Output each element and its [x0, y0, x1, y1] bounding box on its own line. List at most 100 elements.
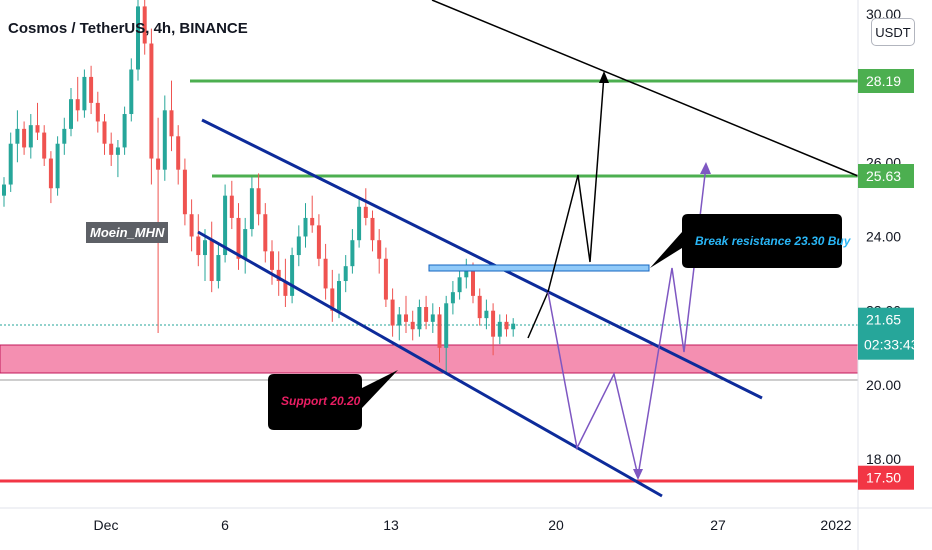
candle-body	[35, 125, 40, 133]
candle-body	[15, 128, 20, 144]
candle-body	[142, 6, 147, 44]
candle-body	[249, 188, 254, 230]
candle-body	[457, 277, 462, 293]
candle-body	[424, 306, 429, 322]
candle-body	[42, 132, 47, 159]
x-tick-label: 13	[383, 517, 399, 533]
candle-body	[270, 251, 274, 270]
candle-body	[303, 217, 308, 237]
candle-body	[337, 281, 341, 311]
x-axis-ticks: Dec 6 13 20 27 2022	[94, 517, 852, 533]
candle-body	[216, 255, 221, 282]
candle-body	[62, 128, 67, 144]
candle-body	[383, 258, 388, 300]
candle-body	[437, 314, 442, 348]
candles-group	[2, 0, 516, 374]
candle-body	[176, 136, 181, 170]
candle-body	[323, 258, 328, 289]
candle-body	[82, 76, 87, 111]
candle-body	[390, 299, 395, 326]
chart-title: Cosmos / TetherUS, 4h, BINANCE	[8, 20, 248, 37]
candle-body	[444, 303, 449, 348]
candle-body	[203, 240, 207, 256]
projection-black-arrowhead	[599, 71, 609, 83]
candle-body	[377, 240, 382, 259]
candle-body	[129, 69, 134, 115]
support-callout-text: Support 20.20	[281, 394, 361, 408]
candle-body	[115, 147, 120, 155]
candle-body	[229, 195, 234, 218]
candle-body	[283, 281, 288, 296]
candle-body	[69, 99, 73, 129]
x-tick-label: 6	[221, 517, 229, 533]
candle-body	[290, 255, 295, 296]
support-zone	[0, 344, 859, 374]
resistance-box[interactable]	[428, 264, 650, 272]
currency-button[interactable]: USDT	[871, 18, 915, 46]
candle-body	[156, 158, 161, 170]
x-tick-label: 2022	[820, 517, 851, 533]
candle-body	[464, 266, 469, 278]
level-25-63-tag	[858, 164, 914, 188]
resistance-callout-text: Break resistance 23.30 Buy	[695, 234, 852, 248]
candle-body	[511, 323, 516, 330]
y-tick-label: 20.00	[866, 377, 901, 393]
level-17-50-value: 17.50	[866, 470, 901, 486]
candle-body	[484, 310, 489, 319]
candle-body	[223, 195, 228, 256]
candle-body	[28, 125, 33, 148]
level-25-63-value: 25.63	[866, 168, 901, 184]
candle-body	[491, 310, 496, 337]
support-callout-bubble	[268, 370, 398, 430]
candle-body	[48, 158, 53, 189]
candle-body	[256, 188, 261, 215]
candle-body	[209, 240, 214, 282]
last-price-tag	[858, 307, 914, 360]
candle-body	[162, 110, 167, 170]
candle-body	[102, 121, 107, 144]
candle-body	[182, 169, 187, 215]
candle-body	[296, 236, 301, 256]
candle-body	[276, 269, 281, 282]
candle-body	[471, 266, 475, 296]
candle-body	[350, 240, 355, 267]
candle-body	[136, 6, 140, 70]
candle-body	[363, 206, 368, 218]
candle-body	[8, 143, 13, 185]
projection-purple-path	[547, 165, 707, 477]
candle-body	[75, 99, 80, 111]
countdown-timer: 02:33:43	[864, 337, 919, 353]
x-tick-label: Dec	[94, 517, 119, 533]
projection-purple-arrowhead-low	[633, 469, 643, 480]
candle-body	[2, 184, 6, 196]
level-28-19-value: 28.19	[866, 73, 901, 89]
candle-body	[109, 143, 114, 155]
channel-upper-line[interactable]	[201, 118, 763, 400]
candle-body	[89, 76, 94, 103]
candle-body	[316, 225, 321, 259]
resistance-callout-bubble	[650, 214, 842, 268]
candle-body	[343, 266, 348, 282]
candle-body	[149, 43, 154, 159]
candle-body	[397, 314, 402, 326]
candle-body	[196, 236, 201, 256]
candle-body	[410, 321, 415, 330]
y-tick-label: 30.00	[866, 6, 901, 22]
candle-body	[169, 110, 174, 137]
candle-body	[330, 288, 335, 311]
candle-body	[189, 214, 194, 237]
candle-body	[370, 217, 375, 241]
price-labels: 28.19 25.63 21.65 02:33:43 17.50	[858, 68, 919, 490]
candle-body	[263, 214, 268, 252]
x-tick-label: 27	[710, 517, 726, 533]
candle-body	[243, 229, 248, 259]
candle-body	[450, 292, 455, 304]
candle-body	[497, 321, 502, 337]
candle-body	[95, 102, 100, 122]
candle-body	[417, 306, 422, 330]
level-28-19-tag	[858, 68, 914, 93]
long-term-trendline[interactable]	[431, 0, 859, 177]
channel-lower-line[interactable]	[197, 230, 663, 498]
level-17-50-tag	[858, 465, 914, 490]
